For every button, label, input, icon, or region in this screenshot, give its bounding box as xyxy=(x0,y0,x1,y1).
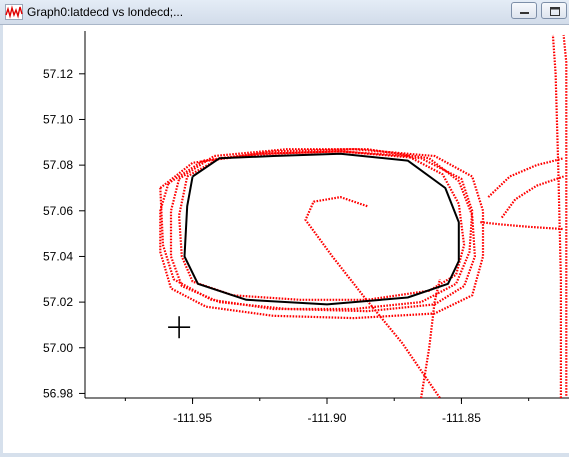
y-tick-label: 57.08 xyxy=(43,158,73,172)
maximize-button[interactable] xyxy=(541,2,567,19)
minimize-icon xyxy=(520,12,529,14)
graph-plot-area[interactable]: 56.98 57.00 57.02 57.04 57.06 57.08 57.10 57.12… xyxy=(0,25,569,457)
minimize-button[interactable] xyxy=(511,2,537,19)
x-tick-label: -111.85 xyxy=(442,411,481,425)
title-bar[interactable]: Graph0:latdecd vs londecd;... xyxy=(0,0,569,25)
y-tick-label: 57.00 xyxy=(43,341,73,355)
y-tick-label: 57.10 xyxy=(43,112,73,126)
trace-track xyxy=(551,34,563,398)
window-bottom-edge xyxy=(0,453,569,457)
overlay-line xyxy=(183,152,460,306)
wave-graph-icon xyxy=(5,4,23,20)
trace-loop xyxy=(178,150,466,301)
trace-loop xyxy=(169,148,476,313)
y-tick-label: 57.04 xyxy=(43,249,73,263)
y-tick-label: 57.06 xyxy=(43,204,73,218)
trace-track xyxy=(420,279,441,399)
trace-track xyxy=(304,196,441,399)
y-tick-label: 57.02 xyxy=(43,295,73,309)
window-frame xyxy=(0,25,3,457)
y-tick-label: 56.98 xyxy=(43,386,73,400)
trace-track xyxy=(562,34,568,396)
x-tick-label: -111.90 xyxy=(308,411,347,425)
window-title: Graph0:latdecd vs londecd;... xyxy=(27,5,184,19)
trace-loop xyxy=(159,148,485,320)
trace-track xyxy=(487,157,564,198)
trace-loop xyxy=(159,150,474,311)
trace-track xyxy=(480,221,564,231)
y-tick-label: 57.12 xyxy=(43,67,73,81)
trace-track xyxy=(500,175,564,219)
maximize-icon xyxy=(550,7,560,16)
x-tick-label: -111.95 xyxy=(173,411,212,425)
